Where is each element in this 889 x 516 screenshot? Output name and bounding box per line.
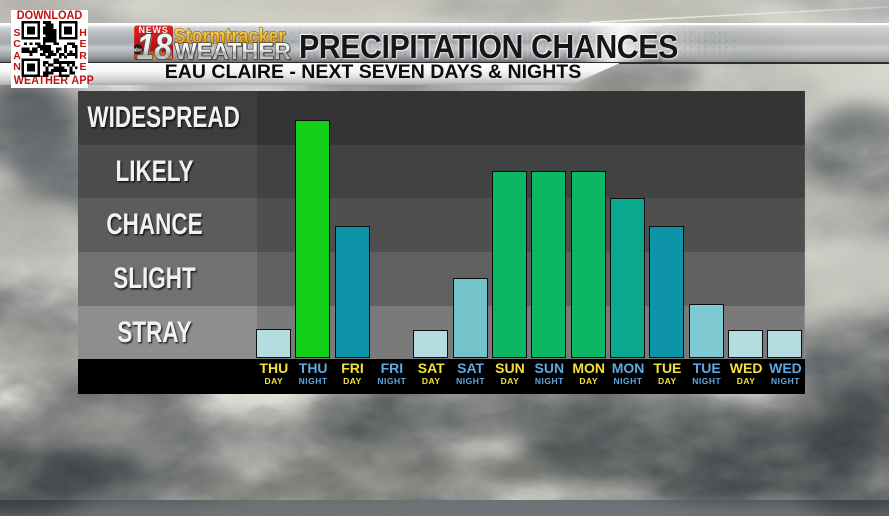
svg-text:WEATHER: WEATHER (176, 39, 293, 64)
svg-text:NEWS: NEWS (139, 25, 169, 35)
svg-text:18: 18 (138, 27, 174, 64)
svg-text:18: 18 (137, 26, 173, 64)
svg-text:Stormtracker: Stormtracker (175, 26, 287, 49)
svg-text:abc: abc (134, 47, 142, 53)
svg-text:WEATHER: WEATHER (175, 38, 292, 64)
svg-text:Stormtracker: Stormtracker (174, 25, 286, 48)
